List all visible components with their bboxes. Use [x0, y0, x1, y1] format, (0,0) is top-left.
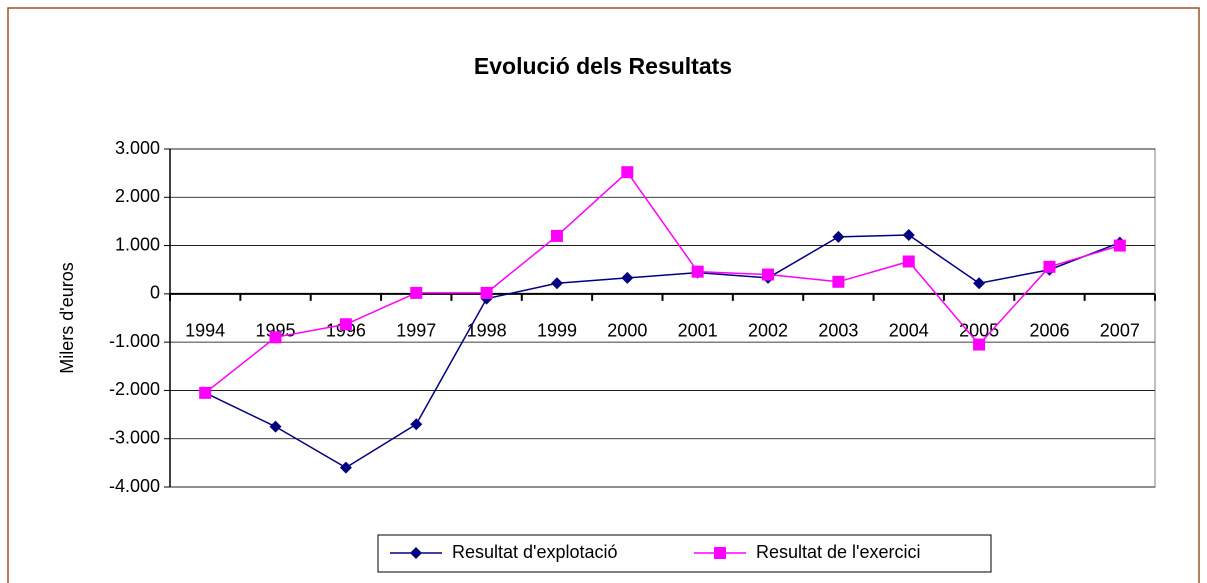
x-tick-label: 2005	[959, 321, 999, 341]
data-point	[832, 230, 845, 243]
data-point	[691, 265, 704, 278]
legend-label: Resultat de l'exercici	[756, 542, 921, 562]
x-tick-label: 2007	[1100, 321, 1140, 341]
y-tick-label: -1.000	[109, 331, 160, 351]
y-tick-label: 3.000	[115, 138, 160, 158]
data-point	[550, 277, 563, 290]
data-point	[762, 268, 775, 281]
data-point	[973, 277, 986, 290]
data-point	[269, 331, 282, 344]
y-tick-label: -3.000	[109, 427, 160, 447]
chart-title: Evolució dels Resultats	[474, 53, 732, 79]
data-point	[832, 275, 845, 288]
y-tick-label: 2.000	[115, 186, 160, 206]
legend-marker	[410, 547, 422, 559]
legend-label: Resultat d'explotació	[452, 542, 618, 562]
x-tick-label: 1994	[185, 321, 225, 341]
data-point	[1113, 239, 1126, 252]
data-point	[410, 286, 423, 299]
y-axis-label: Milers d'euros	[57, 262, 77, 373]
x-tick-label: 2004	[889, 321, 929, 341]
x-tick-label: 1998	[467, 321, 507, 341]
x-tick-label: 2003	[818, 321, 858, 341]
y-tick-label: 1.000	[115, 234, 160, 254]
y-tick-label: -2.000	[109, 379, 160, 399]
data-point	[269, 420, 282, 433]
data-point	[480, 286, 493, 299]
data-point	[199, 386, 212, 399]
y-tick-label: 0	[150, 283, 160, 303]
data-point	[973, 338, 986, 351]
x-tick-label: 2006	[1029, 321, 1069, 341]
data-point	[621, 271, 634, 284]
data-point	[410, 418, 423, 431]
x-tick-label: 1999	[537, 321, 577, 341]
data-point	[339, 461, 352, 474]
data-point	[902, 228, 915, 241]
series-line	[204, 234, 1121, 469]
data-point	[339, 318, 352, 331]
data-point	[550, 229, 563, 242]
series-line	[204, 171, 1121, 394]
data-point	[1043, 260, 1056, 273]
data-point	[902, 255, 915, 268]
data-point	[621, 166, 634, 179]
x-tick-label: 2000	[607, 321, 647, 341]
legend-box	[377, 534, 992, 573]
plot-area	[169, 148, 1156, 488]
x-tick-label: 2002	[748, 321, 788, 341]
x-tick-label: 1997	[396, 321, 436, 341]
legend-marker	[714, 547, 726, 559]
x-tick-label: 2001	[678, 321, 718, 341]
y-tick-label: -4.000	[109, 476, 160, 496]
